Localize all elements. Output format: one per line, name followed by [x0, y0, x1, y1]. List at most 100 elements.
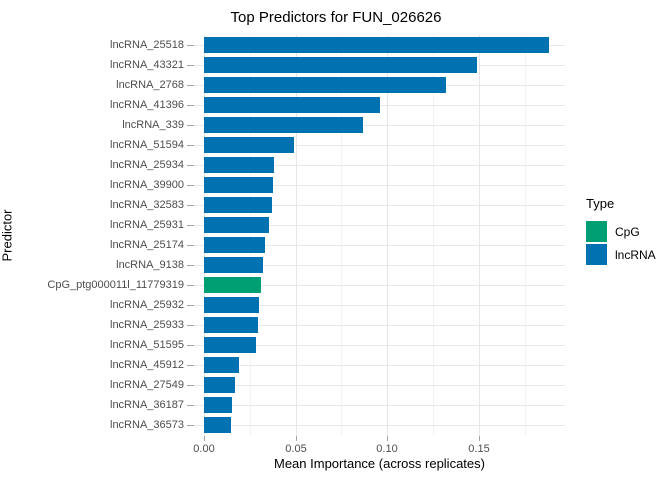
y-axis-label: lncRNA_25933 — [110, 319, 184, 331]
legend-label-lncrna: lncRNA — [615, 247, 656, 262]
bar-CpG_ptg000011l_11779319 — [204, 277, 261, 293]
y-axis-tick — [187, 145, 194, 146]
legend: Type CpG lncRNA — [586, 196, 656, 267]
bar-lncRNA_9138 — [204, 257, 263, 273]
legend-entry-lncrna: lncRNA — [586, 244, 656, 265]
gridline-horizontal — [194, 125, 565, 126]
bar-lncRNA_25931 — [204, 217, 269, 233]
gridline-minor-vertical — [250, 35, 251, 436]
y-axis-label: lncRNA_51594 — [110, 139, 184, 151]
y-axis-tick — [187, 85, 194, 86]
gridline-horizontal — [194, 265, 565, 266]
bar-lncRNA_32583 — [204, 197, 272, 213]
y-axis-label: lncRNA_25934 — [110, 159, 184, 171]
bar-lncRNA_25933 — [204, 317, 258, 333]
gridline-major-vertical — [479, 35, 480, 436]
y-axis-label: lncRNA_36187 — [110, 399, 184, 411]
bar-lncRNA_41396 — [204, 97, 380, 113]
y-axis-label: lncRNA_339 — [122, 119, 184, 131]
x-axis-tick-label: 0.10 — [376, 443, 398, 455]
y-axis-tick — [187, 105, 194, 106]
y-axis-tick — [187, 225, 194, 226]
y-axis-label: lncRNA_39900 — [110, 179, 184, 191]
gridline-horizontal — [194, 245, 565, 246]
bar-lncRNA_339 — [204, 117, 363, 133]
y-axis-label: CpG_ptg000011l_11779319 — [47, 279, 184, 291]
gridline-major-vertical — [387, 35, 388, 436]
x-axis-title: Mean Importance (across replicates) — [274, 456, 485, 471]
bar-lncRNA_45912 — [204, 357, 239, 373]
cpg-swatch-icon — [586, 221, 607, 242]
gridline-horizontal — [194, 285, 565, 286]
y-axis-tick — [187, 345, 194, 346]
gridline-horizontal — [194, 425, 565, 426]
y-axis-label: lncRNA_25518 — [110, 39, 184, 51]
gridline-major-vertical — [296, 35, 297, 436]
legend-label-cpg: CpG — [615, 224, 640, 239]
bar-lncRNA_36573 — [204, 417, 231, 433]
y-axis-tick — [187, 65, 194, 66]
y-axis-tick — [187, 305, 194, 306]
gridline-horizontal — [194, 385, 565, 386]
chart-title: Top Predictors for FUN_026626 — [230, 9, 442, 26]
bar-lncRNA_51595 — [204, 337, 256, 353]
y-axis-label: lncRNA_9138 — [116, 259, 184, 271]
x-axis-tick-label: 0.05 — [285, 443, 307, 455]
y-axis-tick — [187, 265, 194, 266]
y-axis-label: lncRNA_32583 — [110, 199, 184, 211]
plot-panel — [194, 35, 565, 436]
gridline-horizontal — [194, 365, 565, 366]
legend-entry-cpg: CpG — [586, 221, 656, 242]
gridline-minor-vertical — [433, 35, 434, 436]
y-axis-label: lncRNA_51595 — [110, 339, 184, 351]
gridline-horizontal — [194, 145, 565, 146]
bar-lncRNA_36187 — [204, 397, 232, 413]
x-axis-tick-label: 0.15 — [468, 443, 490, 455]
lncrna-swatch-icon — [586, 244, 607, 265]
y-axis-label: lncRNA_43321 — [110, 59, 184, 71]
y-axis-label: lncRNA_41396 — [110, 99, 184, 111]
y-axis-tick — [187, 325, 194, 326]
y-axis-tick — [187, 205, 194, 206]
bar-lncRNA_25174 — [204, 237, 265, 253]
y-axis-tick — [187, 125, 194, 126]
bar-lncRNA_25518 — [204, 37, 549, 53]
bar-lncRNA_39900 — [204, 177, 273, 193]
y-axis-label: lncRNA_45912 — [110, 359, 184, 371]
y-axis-label: lncRNA_25174 — [110, 239, 184, 251]
y-axis-label: lncRNA_2768 — [116, 79, 184, 91]
gridline-horizontal — [194, 225, 565, 226]
gridline-horizontal — [194, 185, 565, 186]
gridline-horizontal — [194, 325, 565, 326]
bar-lncRNA_25934 — [204, 157, 274, 173]
x-axis-tick — [296, 436, 297, 441]
y-axis-tick — [187, 405, 194, 406]
y-axis-label: lncRNA_25932 — [110, 299, 184, 311]
y-axis-tick — [187, 185, 194, 186]
gridline-minor-vertical — [525, 35, 526, 436]
y-axis-tick — [187, 425, 194, 426]
gridline-minor-vertical — [341, 35, 342, 436]
y-axis-tick — [187, 245, 194, 246]
gridline-horizontal — [194, 405, 565, 406]
y-axis-tick — [187, 165, 194, 166]
gridline-horizontal — [194, 205, 565, 206]
bar-lncRNA_43321 — [204, 57, 477, 73]
x-axis-tick-label: 0.00 — [193, 443, 215, 455]
x-axis-tick — [479, 436, 480, 441]
y-axis-label: lncRNA_27549 — [110, 379, 184, 391]
gridline-horizontal — [194, 345, 565, 346]
x-axis-tick — [387, 436, 388, 441]
y-axis-label: lncRNA_25931 — [110, 219, 184, 231]
bar-lncRNA_2768 — [204, 77, 446, 93]
x-axis-tick — [204, 436, 205, 441]
bar-lncRNA_25932 — [204, 297, 259, 313]
legend-title: Type — [586, 196, 615, 211]
y-axis-label: lncRNA_36573 — [110, 419, 184, 431]
gridline-major-vertical — [204, 35, 205, 436]
y-axis-tick — [187, 45, 194, 46]
bar-lncRNA_51594 — [204, 137, 294, 153]
y-axis-tick — [187, 285, 194, 286]
bar-lncRNA_27549 — [204, 377, 235, 393]
